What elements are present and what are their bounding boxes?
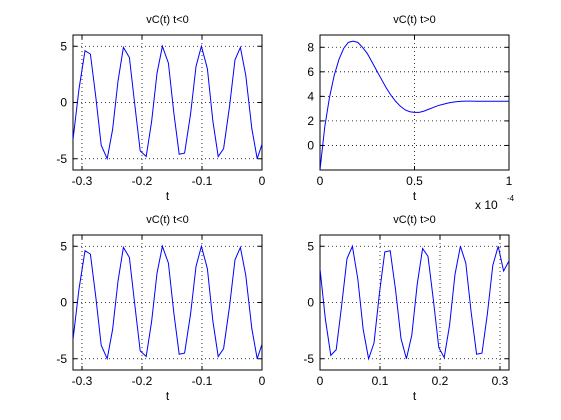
series-line xyxy=(73,244,262,361)
x-axis-label: t xyxy=(413,189,417,203)
x-tick-label: 0 xyxy=(259,174,266,188)
axes-top-right: 0 0.5 1 0 2 4 6 8 vC(t) t>0 t x 10 -4 xyxy=(307,14,514,212)
y-tick-label: 6 xyxy=(307,65,314,79)
x-tick-label: 0 xyxy=(317,174,324,188)
y-tick-label: 5 xyxy=(60,39,67,53)
plot-frame xyxy=(72,34,263,171)
y-tick-label: 5 xyxy=(307,239,314,253)
x-tick-label: -0.1 xyxy=(192,174,213,188)
x-tick-label: 0.2 xyxy=(432,374,449,388)
series-line xyxy=(320,244,509,361)
chart-title: vC(t) t<0 xyxy=(146,14,188,26)
plot-frame xyxy=(72,234,263,371)
x-tick-label: 0 xyxy=(317,374,324,388)
axes-bottom-left: -0.3 -0.2 -0.1 0 -5 0 5 vC(t) t<0 t xyxy=(56,214,265,403)
x-tick-label: -0.3 xyxy=(72,174,93,188)
y-tick-label: 0 xyxy=(60,296,67,310)
x-tick-label: 0.1 xyxy=(372,374,389,388)
x-tick-label: -0.1 xyxy=(192,374,213,388)
series-line xyxy=(73,44,262,161)
y-tick-label: 5 xyxy=(60,239,67,253)
x-tick-label: -0.2 xyxy=(132,174,153,188)
axes-top-left: -0.3 -0.2 -0.1 0 -5 0 5 vC(t) t<0 t xyxy=(56,14,265,203)
chart-title: vC(t) t>0 xyxy=(393,14,435,26)
x-axis-label: t xyxy=(166,389,170,403)
series-line xyxy=(320,40,509,170)
x-tick-label: -0.2 xyxy=(132,374,153,388)
y-tick-label: 0 xyxy=(60,96,67,110)
y-tick-label: 2 xyxy=(307,114,314,128)
chart-title: vC(t) t<0 xyxy=(146,214,188,226)
y-tick-label: 0 xyxy=(307,296,314,310)
x-tick-label: 0.3 xyxy=(492,374,509,388)
y-tick-label: -5 xyxy=(56,152,67,166)
y-tick-label: 8 xyxy=(307,40,314,54)
y-tick-label: -5 xyxy=(56,352,67,366)
x-axis-multiplier: x 10 xyxy=(475,198,498,212)
plot-frame xyxy=(319,234,510,371)
x-axis-label: t xyxy=(166,189,170,203)
x-axis-multiplier-exponent: -4 xyxy=(507,194,515,203)
x-tick-label: 1 xyxy=(506,174,513,188)
x-tick-label: 0.5 xyxy=(406,174,423,188)
y-tick-label: 0 xyxy=(307,138,314,152)
chart-title: vC(t) t>0 xyxy=(393,214,435,226)
x-tick-label: -0.3 xyxy=(72,374,93,388)
x-tick-label: 0 xyxy=(259,374,266,388)
y-tick-label: -5 xyxy=(303,352,314,366)
x-axis-label: t xyxy=(413,389,417,403)
y-tick-label: 4 xyxy=(307,89,314,103)
